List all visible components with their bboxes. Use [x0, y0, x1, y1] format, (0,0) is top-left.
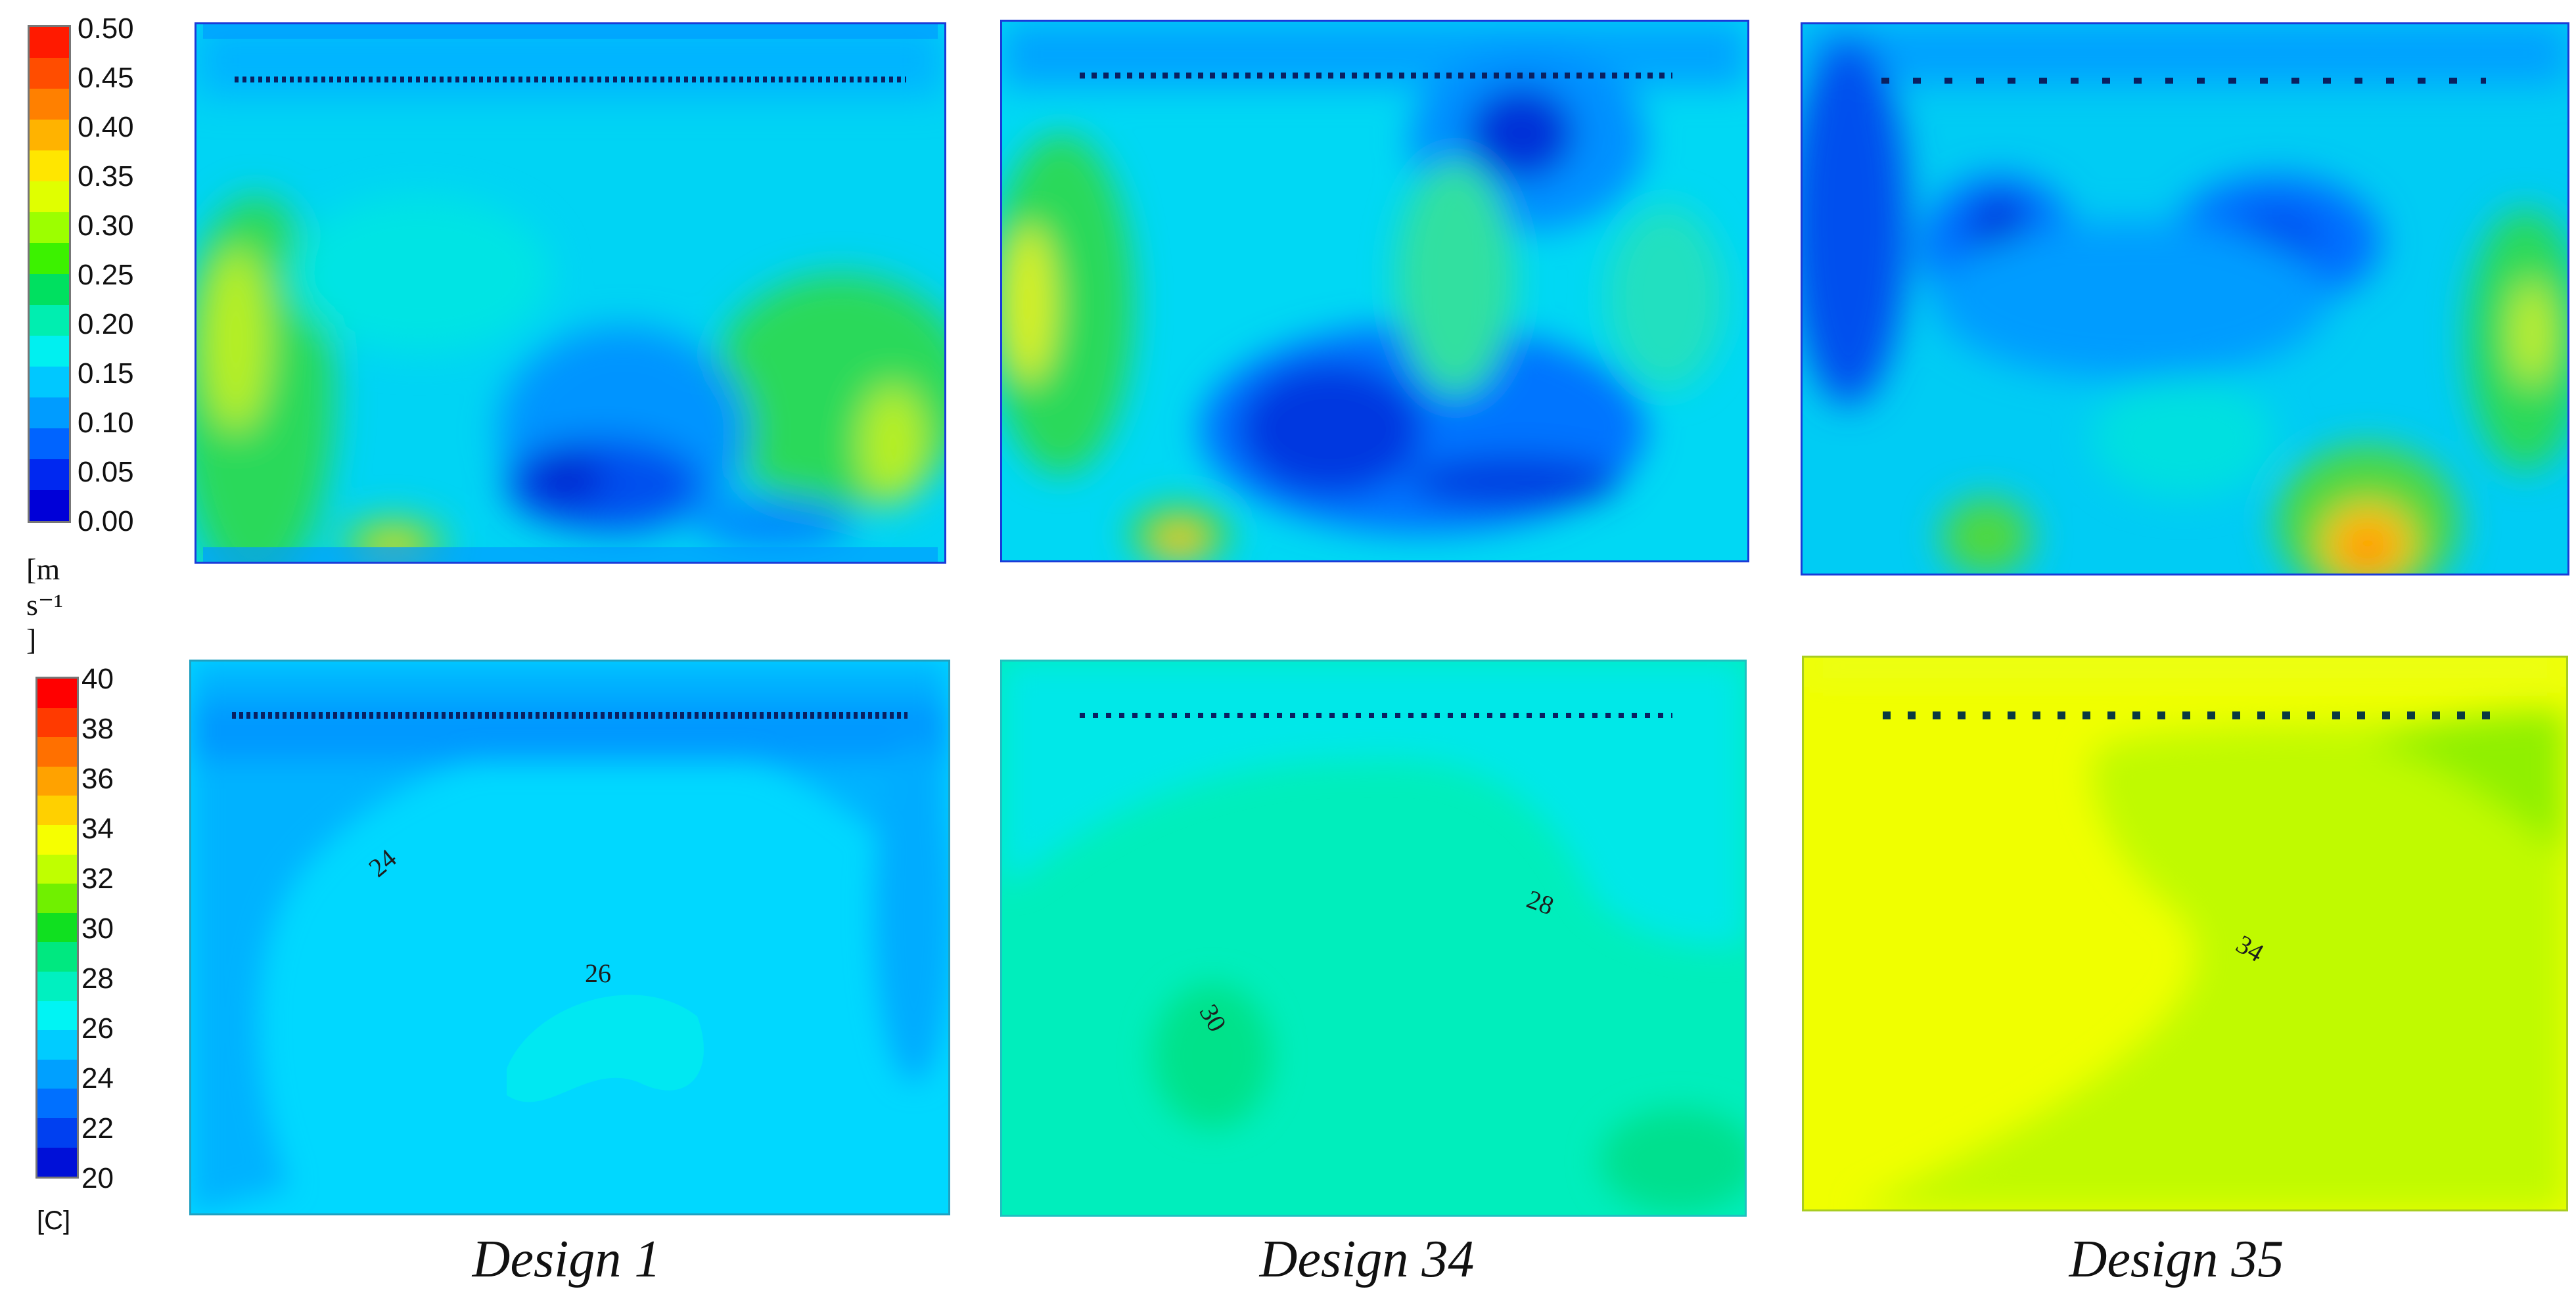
temperature-tick: 30	[81, 913, 114, 945]
caption-design-1: Design 1	[472, 1230, 661, 1288]
velocity-tick: 0.50	[78, 12, 134, 45]
velocity-contour-design-35	[1801, 22, 2569, 575]
velocity-contour-design-1	[195, 22, 946, 564]
temperature-tick: 20	[81, 1162, 114, 1194]
temperature-contour-design-34	[1000, 660, 1747, 1217]
caption-design-34: Design 34	[1259, 1230, 1475, 1288]
velocity-tick: 0.30	[78, 210, 134, 242]
temperature-tick: 26	[81, 1012, 114, 1045]
velocity-tick: 0.10	[78, 407, 134, 439]
temperature-tick: 38	[81, 713, 114, 745]
velocity-tick: 0.00	[78, 505, 134, 537]
temperature-contour-design-35	[1802, 656, 2568, 1211]
velocity-tick: 0.15	[78, 357, 134, 390]
isotherm-label: 26	[585, 958, 611, 988]
velocity-tick: 0.25	[78, 259, 134, 291]
temperature-colorbar	[35, 677, 79, 1179]
caption-design-35: Design 35	[2069, 1230, 2284, 1288]
temperature-contour-design-1	[189, 660, 950, 1215]
temperature-tick: 40	[81, 663, 114, 695]
velocity-tick: 0.20	[78, 308, 134, 340]
velocity-tick: 0.45	[78, 62, 134, 94]
velocity-tick: 0.40	[78, 111, 134, 143]
temperature-tick: 36	[81, 763, 114, 795]
velocity-tick: 0.35	[78, 160, 134, 192]
velocity-contour-design-34	[1000, 20, 1749, 562]
velocity-unit: [m s⁻¹ ]	[26, 553, 63, 656]
temperature-tick: 28	[81, 962, 114, 995]
temperature-unit: [C]	[37, 1206, 71, 1235]
velocity-colorbar	[28, 25, 71, 523]
temperature-tick: 22	[81, 1112, 114, 1144]
temperature-tick: 32	[81, 863, 114, 895]
temperature-tick: 24	[81, 1062, 114, 1094]
temperature-tick: 34	[81, 813, 114, 845]
velocity-tick: 0.05	[78, 456, 134, 488]
